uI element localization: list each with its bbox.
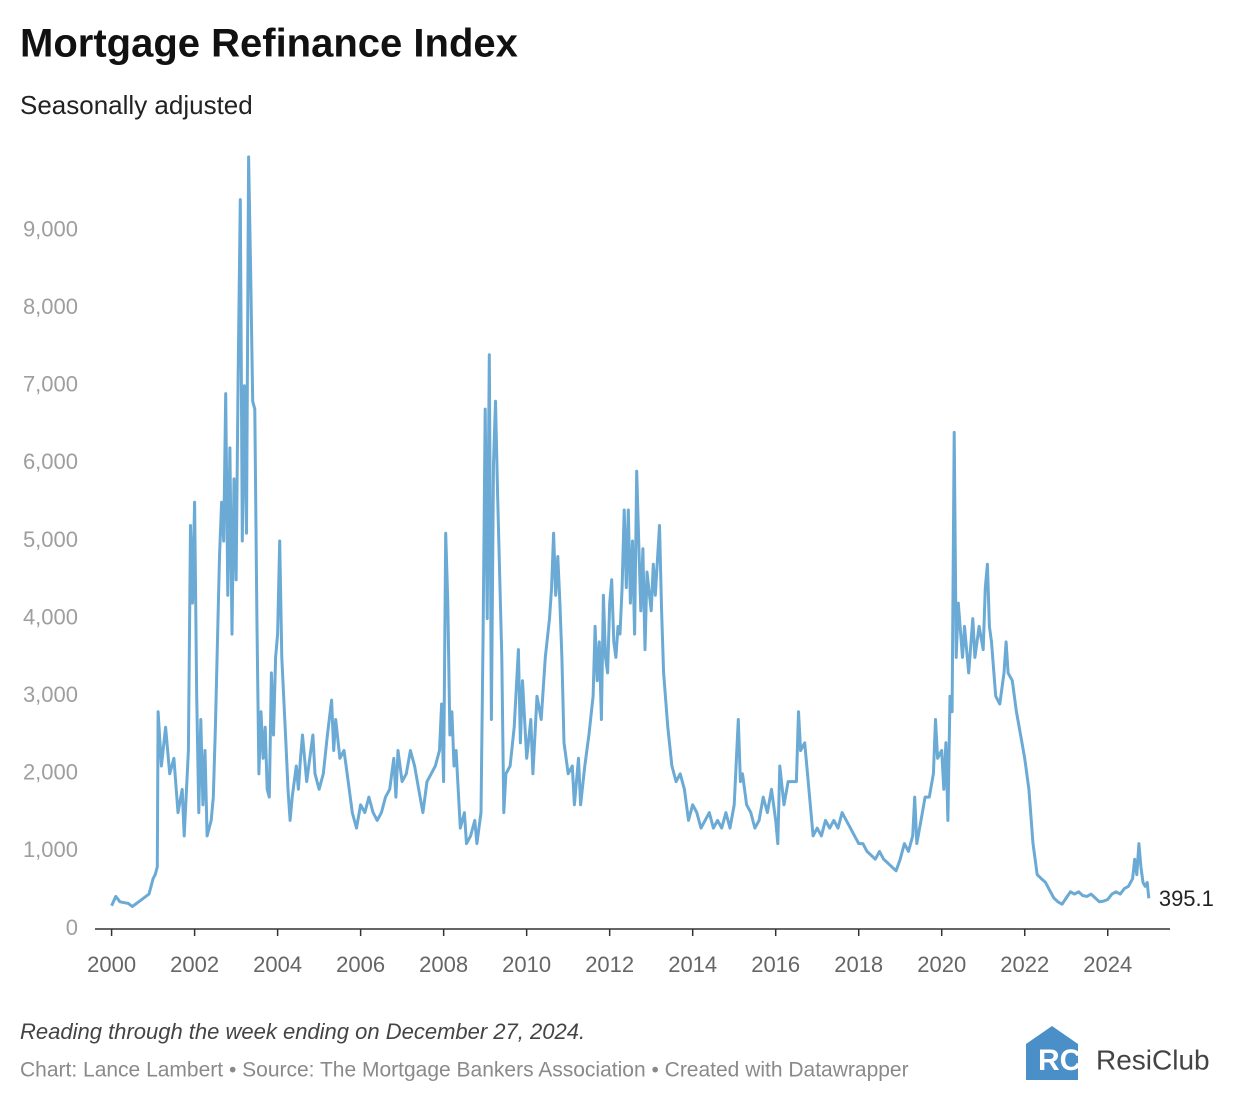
chart-subtitle: Seasonally adjusted <box>20 90 253 120</box>
x-tick-label: 2018 <box>834 952 883 977</box>
x-tick-label: 2000 <box>87 952 136 977</box>
value-label: 395.1 <box>1159 886 1214 911</box>
y-tick-label: 1,000 <box>23 837 78 862</box>
x-tick-label: 2020 <box>917 952 966 977</box>
x-tick-label: 2016 <box>751 952 800 977</box>
y-tick-label: 9,000 <box>23 216 78 241</box>
x-tick-label: 2014 <box>668 952 717 977</box>
y-tick-label: 5,000 <box>23 527 78 552</box>
chart-title: Mortgage Refinance Index <box>20 22 518 66</box>
x-tick-label: 2022 <box>1000 952 1049 977</box>
x-tick-label: 2024 <box>1083 952 1132 977</box>
logo-icon <box>1026 1026 1078 1080</box>
x-tick-label: 2006 <box>336 952 385 977</box>
x-tick-label: 2004 <box>253 952 302 977</box>
y-tick-label: 2,000 <box>23 760 78 785</box>
y-tick-label: 0 <box>66 915 78 940</box>
y-tick-label: 3,000 <box>23 682 78 707</box>
y-tick-label: 4,000 <box>23 604 78 629</box>
brand: ResiClub <box>1096 1044 1210 1075</box>
line <box>110 155 1151 908</box>
x-tick-label: 2010 <box>502 952 551 977</box>
y-tick-label: 7,000 <box>23 372 78 397</box>
y-tick-label: 8,000 <box>23 294 78 319</box>
source: Chart: Lance Lambert • Source: The Mortg… <box>20 1059 909 1082</box>
y-tick-label: 6,000 <box>23 449 78 474</box>
note: Reading through the week ending on Decem… <box>20 1019 585 1044</box>
logo-letters: RC <box>1038 1044 1081 1077</box>
logo: RC <box>1026 1026 1081 1080</box>
x-tick-label: 2012 <box>585 952 634 977</box>
x-tick-label: 2008 <box>419 952 468 977</box>
x-tick-label: 2002 <box>170 952 219 977</box>
